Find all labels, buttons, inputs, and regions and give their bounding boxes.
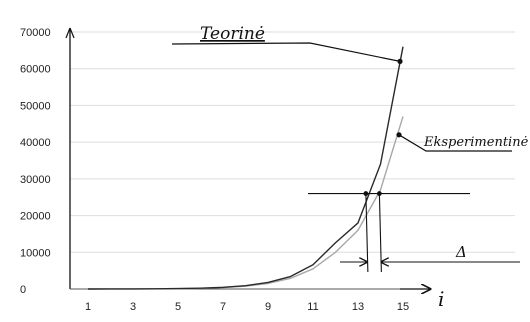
series-line-teorin- bbox=[87, 46, 404, 290]
x-tick-labels: 1 3 5 7 9 11 13 15 bbox=[85, 301, 409, 313]
theory-label: Teorinė bbox=[200, 24, 265, 44]
y-tick-label-20000: 20000 bbox=[20, 211, 51, 223]
x-tick-label-7: 7 bbox=[220, 301, 226, 313]
x-tick-label-13: 13 bbox=[352, 301, 364, 313]
y-tick-label-40000: 40000 bbox=[20, 137, 51, 149]
x-axis-label: i bbox=[438, 287, 444, 311]
y-tick-label-30000: 30000 bbox=[20, 174, 51, 186]
y-tick-label-50000: 50000 bbox=[20, 100, 51, 112]
annotation-layer bbox=[171, 42, 520, 273]
y-tick-label-10000: 10000 bbox=[20, 247, 51, 259]
x-tick-label-9: 9 bbox=[265, 301, 271, 313]
series-layer bbox=[87, 46, 404, 290]
x-tick-label-11: 11 bbox=[307, 301, 318, 313]
experiment-drop-line bbox=[378, 193, 382, 273]
y-axis-arrow-right bbox=[69, 27, 75, 39]
x-tick-label-3: 3 bbox=[130, 301, 136, 313]
y-axis-arrow-left bbox=[65, 27, 71, 39]
x-tick-label-1: 1 bbox=[85, 301, 91, 313]
experiment-callout-dot bbox=[396, 132, 402, 138]
delta-label: Δ bbox=[455, 243, 467, 261]
theory-leader-line bbox=[171, 42, 401, 62]
experiment-leader-line bbox=[398, 134, 512, 152]
theory-drop-line bbox=[365, 193, 369, 273]
x-tick-label-5: 5 bbox=[175, 301, 181, 313]
experiment-label: Eksperimentinė bbox=[423, 135, 529, 150]
theory-callout-dot bbox=[397, 58, 403, 64]
y-tick-label-70000: 70000 bbox=[20, 27, 51, 39]
grid-lines bbox=[70, 31, 515, 253]
y-tick-labels: 0 10000 20000 30000 40000 50000 60000 70000 bbox=[20, 27, 51, 296]
x-tick-label-15: 15 bbox=[397, 301, 409, 313]
y-tick-label-60000: 60000 bbox=[20, 64, 51, 76]
y-tick-label-0: 0 bbox=[20, 284, 26, 296]
